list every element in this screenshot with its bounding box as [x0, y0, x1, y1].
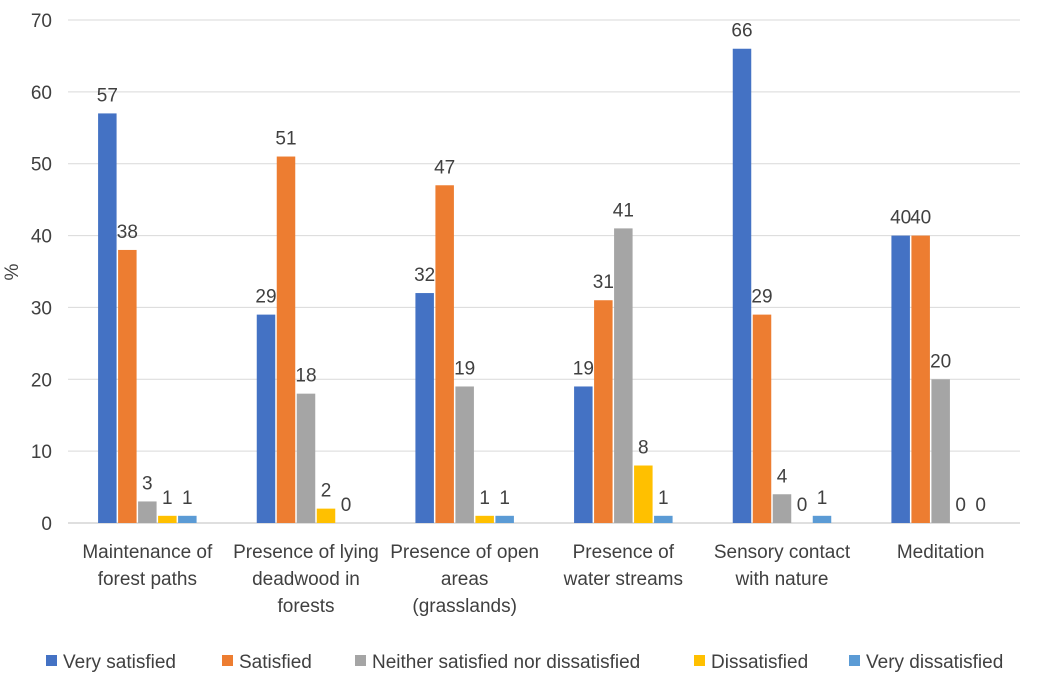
y-tick-label: 40	[31, 227, 52, 248]
data-label: 29	[255, 287, 276, 308]
data-label: 1	[162, 488, 173, 509]
legend-label: Very satisfied	[63, 652, 176, 673]
bar	[594, 300, 613, 523]
data-label: 2	[321, 481, 332, 502]
bar	[654, 515, 673, 523]
bar	[455, 386, 474, 523]
data-label: 66	[731, 21, 752, 42]
bar	[178, 515, 197, 523]
bar	[931, 379, 950, 523]
y-tick-label: 50	[31, 155, 52, 176]
y-tick-label: 10	[31, 442, 52, 463]
bar	[475, 515, 494, 523]
bars	[98, 48, 950, 524]
gridlines	[68, 19, 1020, 524]
data-label: 20	[930, 351, 951, 372]
legend-label: Satisfied	[239, 652, 312, 673]
bar	[138, 501, 157, 523]
bar	[634, 465, 653, 523]
y-tick-label: 0	[41, 514, 52, 535]
category-label: Presence of lying deadwood in forests	[233, 542, 379, 617]
data-label: 0	[975, 495, 986, 516]
data-label: 1	[658, 488, 669, 509]
legend-label: Neither satisfied nor dissatisfied	[372, 652, 640, 673]
bar	[256, 314, 276, 523]
data-label: 1	[479, 488, 490, 509]
data-label: 1	[499, 488, 510, 509]
y-axis-title: %	[2, 263, 23, 280]
data-label: 47	[434, 157, 455, 178]
legend-label: Dissatisfied	[711, 652, 808, 673]
bar	[118, 249, 137, 523]
data-label: 29	[751, 287, 772, 308]
data-label: 19	[454, 358, 475, 379]
legend-swatch	[694, 655, 705, 666]
y-tick-label: 70	[31, 11, 52, 32]
y-tick-label: 30	[31, 298, 52, 319]
legend-label: Very dissatisfied	[866, 652, 1003, 673]
category-labels: Maintenance of forest paths Presence of ly…	[82, 542, 984, 617]
data-label: 8	[638, 438, 649, 459]
y-tick-label: 60	[31, 83, 52, 104]
legend: Very satisfied Satisfied Neither satisfied…	[46, 652, 1003, 673]
data-label: 41	[613, 200, 634, 221]
data-label: 0	[797, 495, 808, 516]
bar	[276, 156, 296, 523]
bar	[891, 235, 910, 524]
y-tick-label: 20	[31, 370, 52, 391]
data-label: 31	[593, 272, 614, 293]
data-label: 1	[182, 488, 193, 509]
bar	[614, 228, 633, 523]
category-label: Presence of water streams	[563, 542, 683, 590]
category-label: Meditation	[897, 542, 985, 563]
data-label: 0	[341, 495, 352, 516]
data-label: 57	[97, 85, 118, 106]
legend-swatch	[355, 655, 366, 666]
data-label: 4	[777, 466, 788, 487]
category-label: Maintenance of forest paths	[82, 542, 213, 590]
bar	[911, 235, 930, 524]
bar	[158, 515, 177, 523]
y-axis-ticks: 0 10 20 30 40 50 60 70	[31, 11, 52, 535]
bar	[316, 508, 336, 523]
bar	[415, 293, 434, 523]
bar	[732, 48, 752, 523]
legend-swatch	[46, 655, 57, 666]
category-label: Sensory contact with nature	[714, 542, 851, 590]
data-label: 19	[573, 358, 594, 379]
bar	[772, 494, 792, 523]
data-label: 38	[117, 222, 138, 243]
bar	[98, 113, 117, 524]
data-label: 40	[910, 208, 931, 229]
bar	[812, 515, 832, 523]
legend-swatch	[849, 655, 860, 666]
data-label: 0	[955, 495, 966, 516]
bar	[752, 314, 772, 523]
data-label: 32	[414, 265, 435, 286]
data-label: 40	[890, 208, 911, 229]
legend-swatch	[222, 655, 233, 666]
data-label: 1	[817, 488, 828, 509]
bar	[296, 393, 316, 523]
bar	[435, 185, 454, 523]
data-label: 18	[295, 366, 316, 387]
data-label: 3	[142, 473, 153, 494]
bar	[495, 515, 514, 523]
category-label: Presence of open areas (grasslands)	[390, 542, 539, 617]
bar	[574, 386, 593, 523]
data-label: 51	[275, 129, 296, 150]
